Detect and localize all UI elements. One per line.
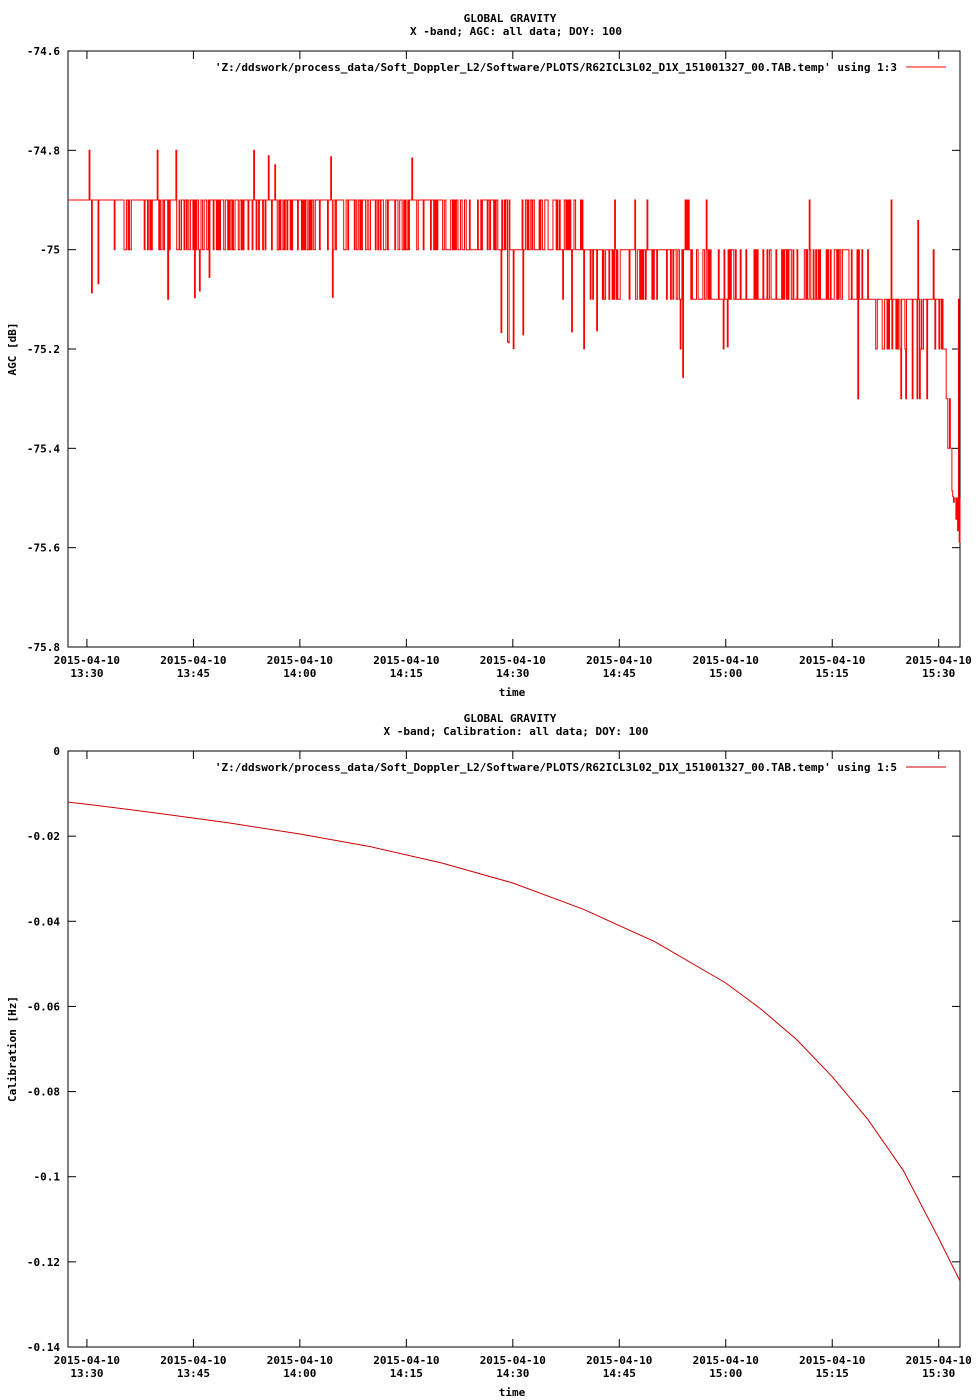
plot-frame [67,750,961,1348]
x-tick-label-time: 14:45 [603,1367,636,1380]
x-tick-label-time: 14:00 [283,667,316,680]
y-tick-label: -0.02 [27,830,60,843]
x-tick-label-time: 15:15 [816,667,849,680]
x-tick-label-time: 15:15 [816,1367,849,1380]
x-tick-label-date: 2015-04-10 [799,1354,865,1367]
x-tick-label-date: 2015-04-10 [267,654,333,667]
chart-subtitle: X -band; AGC: all data; DOY: 100 [410,25,622,38]
chart-title: GLOBAL GRAVITY [464,712,557,725]
series-line [68,149,961,543]
y-tick-label: -75.2 [27,343,60,356]
x-tick-label-date: 2015-04-10 [160,1354,226,1367]
y-tick-label: -0.12 [27,1256,60,1269]
y-axis-label: Calibration [Hz] [6,996,19,1102]
x-tick-label-time: 15:00 [709,1367,742,1380]
y-tick-label: -75.8 [27,641,60,654]
y-axis-label: AGC [dB] [6,323,19,376]
y-tick-label: -74.8 [27,144,60,157]
y-tick-label: -74.6 [27,45,60,58]
x-tick-label-time: 15:30 [922,667,955,680]
x-tick-label-time: 13:30 [70,667,103,680]
y-tick-label: -0.04 [27,915,60,928]
y-tick-label: -0.08 [27,1086,60,1099]
legend-label: 'Z:/ddswork/process_data/Soft_Doppler_L2… [215,761,897,774]
x-tick-label-date: 2015-04-10 [54,1354,120,1367]
x-tick-label-date: 2015-04-10 [799,654,865,667]
x-tick-label-date: 2015-04-10 [267,1354,333,1367]
y-tick-label: -0.1 [34,1171,61,1184]
x-tick-label-time: 14:30 [496,1367,529,1380]
y-tick-label: 0 [53,745,60,758]
x-tick-label-date: 2015-04-10 [373,654,439,667]
x-tick-label-time: 15:00 [709,667,742,680]
x-tick-label-date: 2015-04-10 [54,654,120,667]
x-tick-label-date: 2015-04-10 [586,1354,652,1367]
x-tick-label-date: 2015-04-10 [160,654,226,667]
x-tick-label-time: 13:45 [177,1367,210,1380]
chart-title: GLOBAL GRAVITY [464,12,557,25]
x-tick-label-time: 14:00 [283,1367,316,1380]
x-tick-label-date: 2015-04-10 [586,654,652,667]
x-axis-label: time [499,686,526,699]
x-tick-label-date: 2015-04-10 [906,1354,972,1367]
x-tick-label-time: 14:15 [390,1367,423,1380]
x-tick-label-time: 14:30 [496,667,529,680]
x-tick-label-date: 2015-04-10 [906,654,972,667]
x-tick-label-time: 13:45 [177,667,210,680]
y-tick-label: -0.14 [27,1341,60,1354]
x-tick-label-time: 14:15 [390,667,423,680]
x-tick-label-date: 2015-04-10 [693,654,759,667]
x-axis-label: time [499,1386,526,1399]
y-tick-label: -75.6 [27,542,60,555]
x-tick-label-date: 2015-04-10 [480,654,546,667]
x-tick-label-date: 2015-04-10 [480,1354,546,1367]
y-tick-label: -75.4 [27,442,60,455]
x-tick-label-date: 2015-04-10 [373,1354,439,1367]
x-tick-label-time: 14:45 [603,667,636,680]
x-tick-label-time: 15:30 [922,1367,955,1380]
chart-subtitle: X -band; Calibration: all data; DOY: 100 [384,725,649,738]
x-tick-label-time: 13:30 [70,1367,103,1380]
series-line [67,801,961,1282]
x-tick-label-date: 2015-04-10 [693,1354,759,1367]
y-tick-label: -75 [40,244,60,257]
legend-label: 'Z:/ddswork/process_data/Soft_Doppler_L2… [215,61,897,74]
y-tick-label: -0.06 [27,1000,60,1013]
